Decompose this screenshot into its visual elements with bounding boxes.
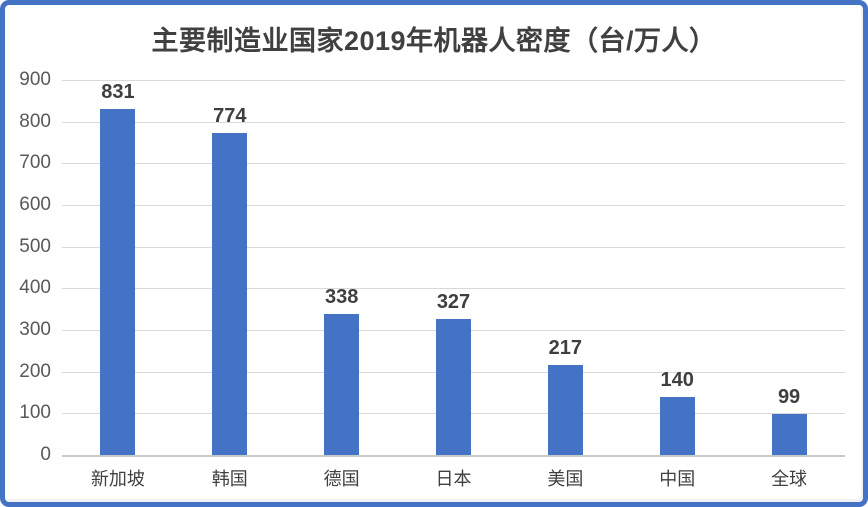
bar-全球 [771, 413, 807, 455]
bar-日本 [436, 318, 471, 455]
y-tick-label: 400 [19, 277, 51, 299]
bar-美国 [547, 364, 583, 455]
chart-title: 主要制造业国家2019年机器人密度（台/万人） [151, 26, 717, 56]
axis-baseline [62, 455, 845, 457]
bar-value-label: 831 [101, 80, 135, 103]
bar-value-label: 338 [324, 286, 359, 309]
gridline [62, 163, 845, 165]
gridline [62, 121, 845, 123]
bar-德国 [324, 314, 360, 455]
y-tick-label: 700 [19, 152, 51, 174]
x-category-label: 美国 [547, 469, 584, 489]
y-tick-label: 300 [19, 319, 51, 340]
x-category-label: 中国 [659, 469, 696, 489]
bar-value-label: 327 [436, 290, 471, 313]
gridline [62, 246, 845, 248]
gridline [62, 80, 845, 81]
x-category-label: 韩国 [211, 469, 248, 489]
bar-value-label: 99 [777, 385, 801, 408]
x-category-label: 全球 [771, 469, 808, 489]
y-tick-label: 0 [40, 444, 51, 465]
gridline [62, 288, 845, 290]
plot-area: 0 100 200 300 400 500 600 700 800 900 831 774 338 32… [19, 70, 845, 489]
bar-value-label: 217 [548, 336, 583, 359]
x-category-label: 日本 [435, 469, 472, 489]
y-tick-label: 600 [19, 194, 51, 215]
y-tick-label: 900 [19, 69, 51, 90]
gridline [62, 205, 845, 206]
bar-中国 [659, 396, 695, 455]
bar-韩国 [212, 132, 248, 455]
bar-新加坡 [100, 108, 136, 455]
bar-value-label: 140 [660, 368, 694, 391]
bar-value-label: 774 [213, 104, 247, 127]
x-category-label: 德国 [323, 469, 360, 489]
x-category-label: 新加坡 [90, 469, 145, 489]
y-tick-label: 100 [19, 402, 51, 424]
y-tick-label: 200 [19, 360, 51, 382]
y-tick-label: 500 [19, 235, 51, 257]
y-tick-label: 800 [19, 110, 51, 132]
